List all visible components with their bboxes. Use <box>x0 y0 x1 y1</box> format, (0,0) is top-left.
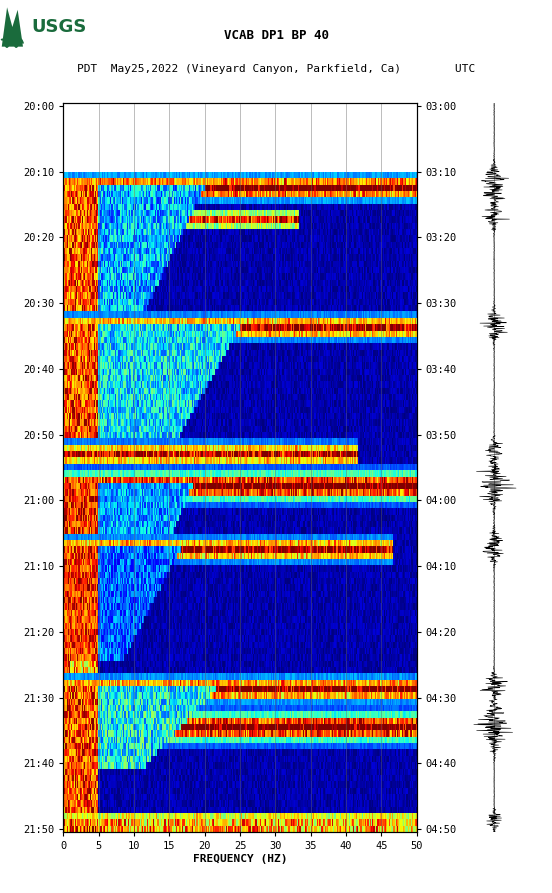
Text: VCAB DP1 BP 40: VCAB DP1 BP 40 <box>224 29 328 42</box>
Text: USGS: USGS <box>31 18 86 36</box>
X-axis label: FREQUENCY (HZ): FREQUENCY (HZ) <box>193 854 288 864</box>
Polygon shape <box>2 7 23 46</box>
Text: PDT  May25,2022 (Vineyard Canyon, Parkfield, Ca)        UTC: PDT May25,2022 (Vineyard Canyon, Parkfie… <box>77 63 475 73</box>
